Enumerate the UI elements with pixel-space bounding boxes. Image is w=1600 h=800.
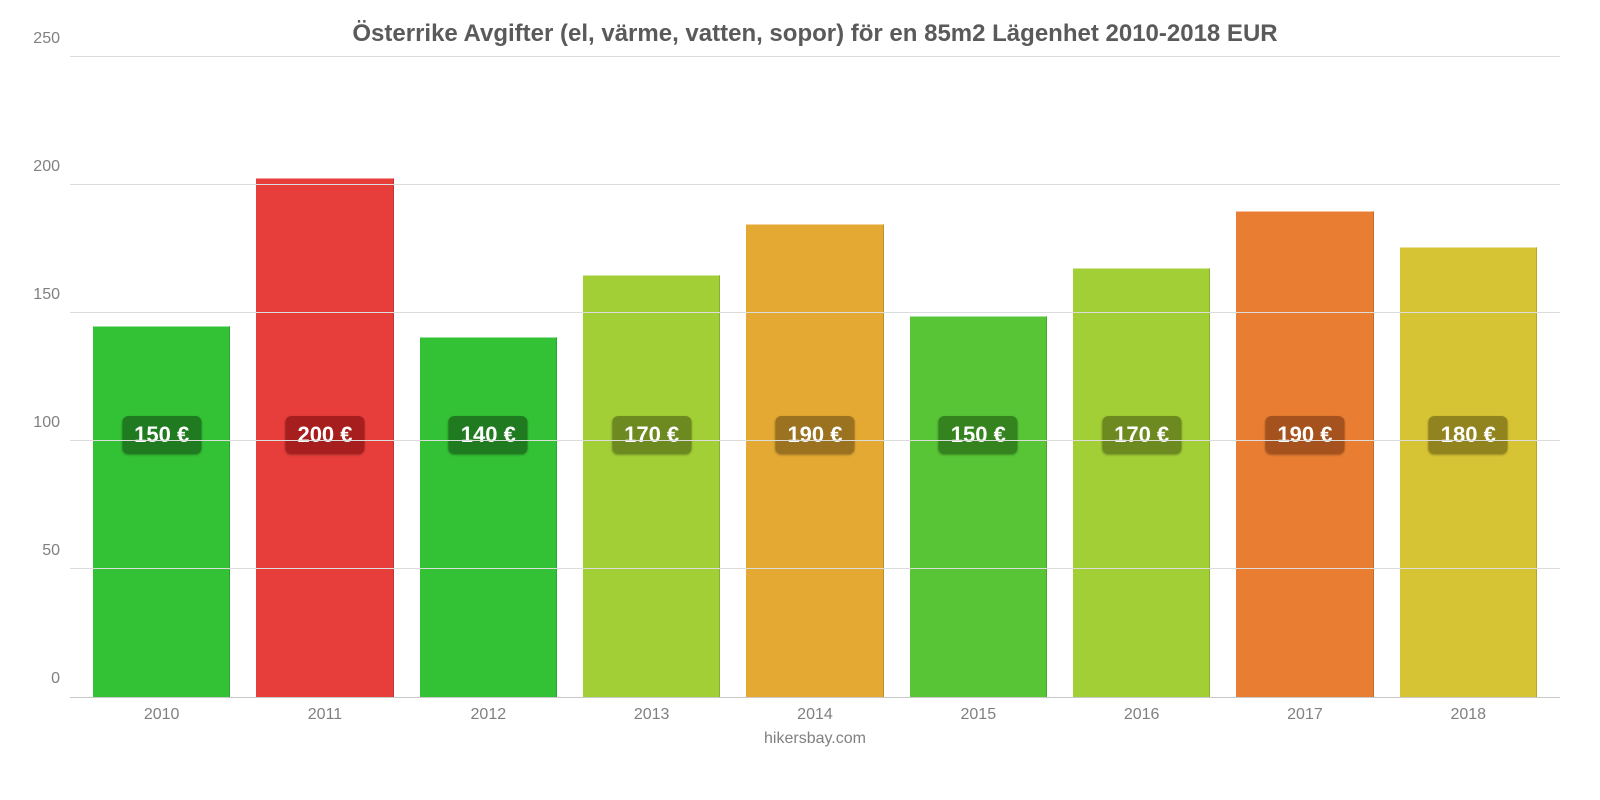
x-tick-label: 2012 — [407, 706, 570, 724]
bar — [93, 326, 230, 697]
bar — [746, 224, 883, 697]
value-badge: 190 € — [775, 416, 854, 454]
bar-slot: 170 € — [1060, 58, 1223, 697]
x-tick-label: 2015 — [897, 706, 1060, 724]
y-tick-label: 50 — [20, 542, 60, 560]
bar-slot: 170 € — [570, 58, 733, 697]
bar-slot: 190 € — [733, 58, 896, 697]
bar — [1073, 268, 1210, 697]
bar — [420, 337, 557, 697]
gridline — [70, 568, 1560, 569]
chart-title: Österrike Avgifter (el, värme, vatten, s… — [70, 20, 1560, 48]
y-tick-label: 0 — [20, 670, 60, 688]
x-tick-label: 2013 — [570, 706, 733, 724]
x-tick-label: 2010 — [80, 706, 243, 724]
bar-slot: 150 € — [897, 58, 1060, 697]
value-badge: 140 € — [449, 416, 528, 454]
value-badge: 150 € — [939, 416, 1018, 454]
bars-group: 150 € 200 € 140 € 170 € 190 € 150 € 170 € 190 €… — [70, 58, 1560, 697]
x-tick-label: 2011 — [243, 706, 406, 724]
bar — [583, 275, 720, 697]
bar-slot: 150 € — [80, 58, 243, 697]
bar — [910, 316, 1047, 697]
plot-area: 150 € 200 € 140 € 170 € 190 € 150 € 170 € 190 €… — [70, 58, 1560, 698]
bar-slot: 180 € — [1387, 58, 1550, 697]
gridline — [70, 312, 1560, 313]
value-badge: 200 € — [285, 416, 364, 454]
value-badge: 150 € — [122, 416, 201, 454]
x-axis-labels: 201020112012201320142015201620172018 — [70, 698, 1560, 724]
bar-slot: 200 € — [243, 58, 406, 697]
value-badge: 190 € — [1265, 416, 1344, 454]
x-tick-label: 2016 — [1060, 706, 1223, 724]
x-tick-label: 2018 — [1387, 706, 1550, 724]
y-tick-label: 100 — [20, 414, 60, 432]
gridline — [70, 184, 1560, 185]
bar — [1236, 211, 1373, 697]
gridline — [70, 440, 1560, 441]
gridline — [70, 56, 1560, 57]
bar-slot: 140 € — [407, 58, 570, 697]
value-badge: 170 € — [612, 416, 691, 454]
bar — [1400, 247, 1537, 697]
source-label: hikersbay.com — [70, 730, 1560, 748]
chart-container: Österrike Avgifter (el, värme, vatten, s… — [0, 0, 1600, 800]
x-tick-label: 2017 — [1223, 706, 1386, 724]
value-badge: 170 € — [1102, 416, 1181, 454]
y-tick-label: 150 — [20, 286, 60, 304]
y-tick-label: 200 — [20, 158, 60, 176]
y-tick-label: 250 — [20, 30, 60, 48]
bar-slot: 190 € — [1223, 58, 1386, 697]
x-tick-label: 2014 — [733, 706, 896, 724]
value-badge: 180 € — [1429, 416, 1508, 454]
